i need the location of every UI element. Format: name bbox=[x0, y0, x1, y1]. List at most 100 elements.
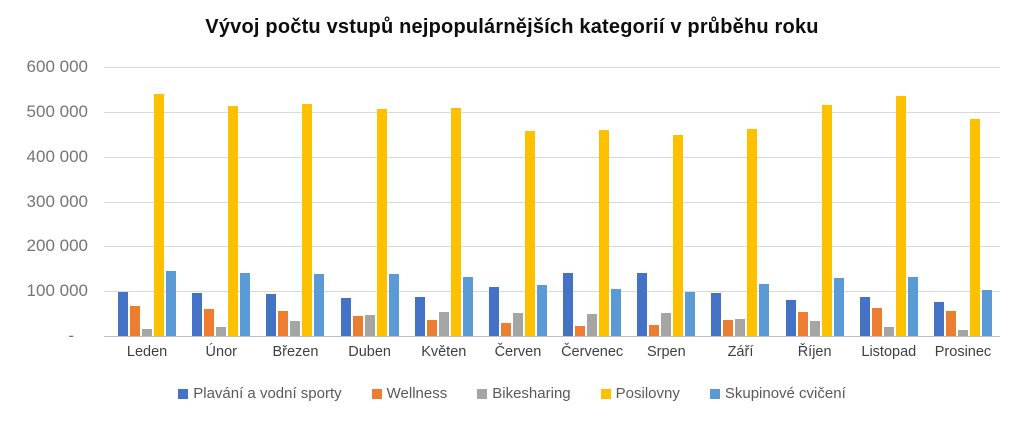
bar bbox=[364, 315, 375, 336]
bar bbox=[118, 292, 129, 336]
bar bbox=[747, 128, 758, 336]
legend-item: Skupinové cvičení bbox=[709, 385, 846, 402]
bar bbox=[957, 330, 968, 336]
bar bbox=[512, 313, 523, 336]
bar bbox=[388, 274, 399, 336]
y-axis-tick-label: 600 000 bbox=[26, 57, 88, 76]
legend-swatch-icon bbox=[600, 388, 611, 399]
bar bbox=[711, 292, 722, 336]
bar-group bbox=[184, 67, 258, 336]
bar-group bbox=[926, 67, 1000, 336]
bar bbox=[426, 319, 437, 336]
bar-group bbox=[481, 67, 555, 336]
bar bbox=[871, 308, 882, 336]
bar bbox=[278, 310, 289, 336]
x-axis-category-label: Září bbox=[727, 344, 754, 360]
legend-swatch-icon bbox=[178, 388, 189, 399]
bar bbox=[969, 118, 980, 336]
legend-item: Plavání a vodní sporty bbox=[178, 385, 342, 402]
bar bbox=[637, 272, 648, 336]
y-axis-tick-label: 400 000 bbox=[26, 146, 88, 166]
bar-group bbox=[629, 67, 703, 336]
bar-group bbox=[852, 67, 926, 336]
x-axis-category-label: Únor bbox=[205, 344, 237, 360]
y-axis-labels: - 100 000 200 000 300 000 400 000 500 000 600 … bbox=[0, 57, 88, 345]
bar bbox=[883, 326, 894, 336]
bar-group bbox=[407, 67, 481, 336]
legend-swatch-icon bbox=[371, 388, 382, 399]
bar bbox=[240, 273, 251, 336]
gridline bbox=[104, 156, 1000, 158]
bar bbox=[314, 274, 325, 336]
legend-label: Skupinové cvičení bbox=[724, 385, 846, 402]
bar bbox=[376, 108, 387, 336]
y-axis-tick-label: 200 000 bbox=[26, 236, 88, 256]
bar-group bbox=[110, 67, 184, 336]
y-axis-tick-label: 300 000 bbox=[26, 191, 88, 211]
bar-group bbox=[703, 67, 777, 336]
bar bbox=[735, 318, 746, 336]
bar bbox=[649, 325, 660, 336]
x-axis-category-label: Říjen bbox=[797, 344, 832, 360]
bar bbox=[723, 320, 734, 336]
bar bbox=[785, 299, 796, 336]
x-axis-category-label: Leden bbox=[126, 344, 168, 360]
x-axis-category-label: Březen bbox=[272, 344, 319, 360]
legend-label: Posilovny bbox=[615, 385, 680, 402]
x-axis-category-label: Červenec bbox=[561, 344, 624, 360]
gridline bbox=[104, 67, 1000, 68]
legend-item: Bikesharing bbox=[477, 385, 571, 402]
x-axis-category-label: Červen bbox=[494, 344, 542, 360]
x-axis-labels: Leden Únor Březen Duben Květen Červen Červenec… bbox=[110, 344, 1000, 360]
bar-group bbox=[778, 67, 852, 336]
bar bbox=[130, 305, 141, 336]
x-axis-category-label: Květen bbox=[421, 344, 467, 360]
bar bbox=[673, 135, 684, 336]
x-axis-line bbox=[104, 336, 1000, 337]
x-axis-category-label: Srpen bbox=[646, 344, 686, 360]
bar bbox=[611, 289, 622, 336]
bar-group bbox=[555, 67, 629, 336]
bar bbox=[759, 284, 770, 336]
bar bbox=[266, 293, 277, 336]
chart-title: Vývoj počtu vstupů nejpopulárnějších kat… bbox=[205, 16, 819, 38]
bar bbox=[192, 293, 203, 336]
bar bbox=[290, 320, 301, 336]
bar bbox=[228, 106, 239, 336]
y-axis-tick-label: 500 000 bbox=[26, 101, 88, 121]
legend: Plavání a vodní sporty Wellness Bikesharin… bbox=[0, 385, 1024, 402]
x-axis-category-label: Listopad bbox=[861, 344, 917, 360]
legend-item: Posilovny bbox=[600, 385, 680, 402]
y-axis-tick-label: - bbox=[68, 326, 74, 345]
bar bbox=[524, 131, 535, 336]
bar bbox=[563, 273, 574, 336]
bar bbox=[154, 93, 165, 336]
y-axis-tick-label: 100 000 bbox=[26, 281, 88, 301]
legend-label: Plavání a vodní sporty bbox=[193, 385, 342, 402]
bar bbox=[340, 297, 351, 336]
bar-group bbox=[258, 67, 332, 336]
gridline bbox=[104, 201, 1000, 203]
bar bbox=[599, 129, 610, 336]
bar bbox=[895, 95, 906, 336]
bar-groups bbox=[110, 67, 1000, 336]
bar bbox=[907, 277, 918, 336]
bar bbox=[685, 292, 696, 336]
bar bbox=[821, 104, 832, 336]
bar bbox=[859, 297, 870, 336]
plot-area bbox=[104, 67, 1000, 337]
bar bbox=[462, 276, 473, 336]
bar bbox=[933, 302, 944, 336]
bar bbox=[204, 308, 215, 336]
x-axis-category-label: Prosinec bbox=[934, 344, 992, 360]
x-axis-category-label: Duben bbox=[348, 344, 391, 360]
gridline bbox=[104, 246, 1000, 248]
bar bbox=[809, 321, 820, 336]
bar bbox=[438, 311, 449, 336]
bar bbox=[500, 323, 511, 336]
bar bbox=[945, 311, 956, 336]
bar bbox=[797, 312, 808, 336]
legend-label: Wellness bbox=[386, 385, 448, 402]
bar bbox=[302, 103, 313, 336]
